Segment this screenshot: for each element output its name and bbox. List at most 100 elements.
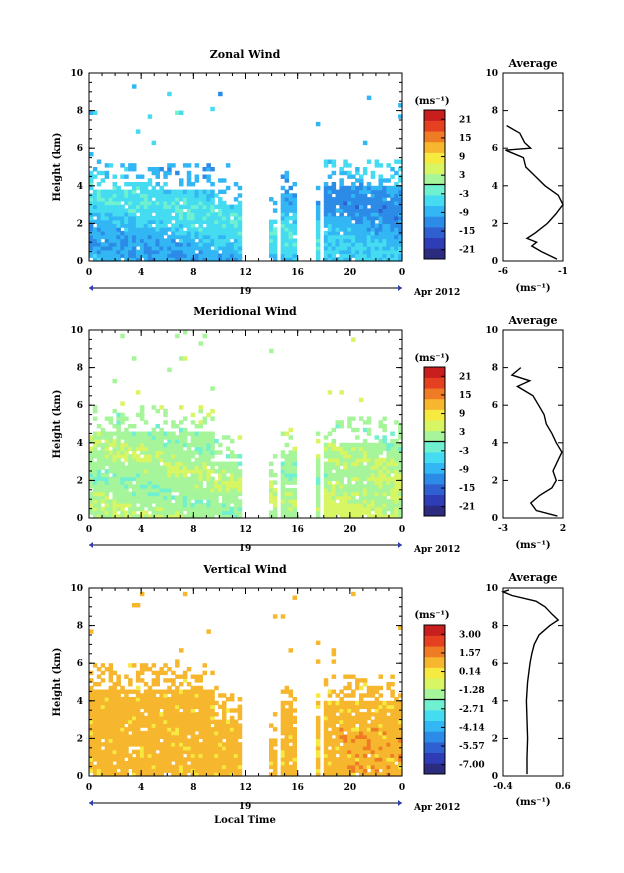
heatmap-cell [128, 712, 133, 717]
heatmap-cell [179, 450, 184, 455]
heatmap-cell [135, 772, 141, 777]
heatmap-cell [190, 420, 196, 425]
heatmap-cell [182, 469, 188, 474]
heatmap-cell [167, 734, 172, 739]
heatmap-cell [206, 719, 211, 724]
heatmap-cell [104, 689, 110, 694]
heatmap-cell [214, 212, 219, 217]
heatmap-cell [198, 510, 203, 515]
heatmap-cell [390, 723, 395, 728]
average-y-tick-label: 6 [492, 144, 498, 154]
heatmap-cell [190, 412, 196, 418]
heatmap-cell [386, 715, 391, 721]
heatmap-cell [96, 200, 102, 206]
heatmap-cell [124, 427, 129, 433]
heatmap-cell [182, 200, 188, 206]
heatmap-cell [327, 230, 333, 236]
heatmap-cell [398, 465, 403, 470]
heatmap-cell [331, 215, 337, 221]
heatmap-cell [147, 189, 153, 194]
heatmap-cell [167, 242, 172, 247]
heatmap-cell [210, 193, 215, 198]
heatmap-cell [96, 227, 102, 232]
heatmap-cell [135, 764, 141, 770]
heatmap-cell [331, 510, 337, 515]
heatmap-cell [143, 667, 149, 672]
heatmap-cell [331, 472, 337, 478]
heatmap-cell [194, 472, 200, 478]
heatmap-cell [284, 174, 290, 179]
heatmap-cell [135, 693, 141, 698]
heatmap-cell [179, 446, 184, 451]
heatmap-cell [233, 506, 239, 512]
heatmap-cell [100, 487, 106, 493]
heatmap-cell [167, 454, 172, 459]
heatmap-cell [100, 514, 106, 519]
heatmap-cell [284, 178, 290, 183]
heatmap-cell [147, 745, 153, 751]
heatmap-cell [206, 738, 211, 743]
heatmap-cell [237, 208, 243, 213]
heatmap-cell [116, 189, 121, 194]
heatmap-cell [370, 185, 376, 191]
heatmap-cell [147, 446, 153, 451]
heatmap-cell [351, 427, 356, 433]
heatmap-cell [179, 734, 184, 739]
heatmap-cell [108, 223, 114, 228]
heatmap-cell [339, 182, 344, 187]
heatmap-cell [179, 253, 184, 258]
heatmap-cell [159, 503, 164, 508]
heatmap-cell [120, 712, 125, 717]
heatmap-cell [92, 689, 98, 694]
heatmap-cell [206, 238, 211, 243]
heatmap-cell [128, 700, 133, 706]
heatmap-cell [315, 719, 321, 724]
heatmap-cell [108, 700, 114, 706]
heatmap-cell [182, 742, 188, 747]
heatmap-cell [331, 704, 337, 709]
heatmap-cell [323, 446, 329, 451]
heatmap-cell [135, 734, 141, 739]
heatmap-cell [331, 730, 337, 736]
heatmap-cell [382, 757, 387, 762]
heatmap-cell [210, 416, 215, 421]
heatmap-cell [147, 242, 153, 247]
heatmap-cell [198, 487, 203, 493]
heatmap-cell [163, 208, 168, 213]
heatmap-cell [89, 503, 94, 508]
heatmap-cell [284, 257, 290, 262]
heatmap-cell [194, 219, 200, 224]
heatmap-cell [280, 514, 286, 519]
heatmap-cell [343, 491, 348, 497]
heatmap-cell [347, 730, 352, 736]
heatmap-cell [288, 768, 293, 773]
heatmap-cell [155, 257, 160, 262]
heatmap-cell [355, 685, 360, 691]
heatmap-cell [222, 510, 227, 515]
heatmap-cell [92, 193, 98, 198]
colorbar-swatch [424, 163, 445, 175]
heatmap-cell [378, 469, 383, 474]
heatmap-cell [194, 469, 200, 474]
heatmap-cell [370, 249, 376, 255]
heatmap-cell [186, 503, 192, 508]
heatmap-cell [366, 487, 372, 493]
heatmap-cell [116, 772, 121, 777]
heatmap-cell [100, 491, 106, 497]
heatmap-cell [382, 204, 387, 209]
heatmap-cell [327, 249, 333, 255]
heatmap-cell [132, 469, 137, 474]
heatmap-cell [135, 446, 141, 451]
heatmap-cell [218, 491, 223, 497]
heatmap-cell [269, 757, 274, 762]
heatmap-cell [237, 764, 243, 770]
heatmap-cell [233, 238, 239, 243]
heatmap-cell [143, 693, 149, 698]
heatmap-cell [151, 170, 157, 176]
heatmap-cell [292, 753, 297, 758]
heatmap-cell [143, 223, 149, 228]
heatmap-cell [175, 495, 180, 500]
heatmap-cell [229, 219, 235, 224]
heatmap-cell [182, 238, 188, 243]
heatmap-cell [327, 768, 333, 773]
